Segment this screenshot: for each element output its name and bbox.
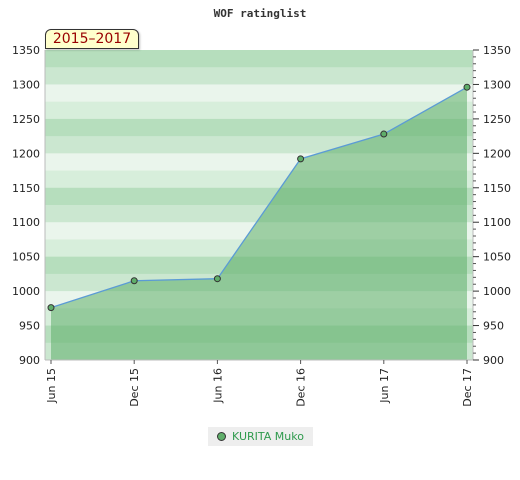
- period-badge: 2015–2017: [45, 29, 139, 49]
- y-tick-label-left: 1300: [12, 78, 40, 91]
- legend-label: KURITA Muko: [232, 430, 304, 443]
- y-tick-label-right: 1150: [483, 182, 511, 195]
- y-tick-label-left: 1150: [12, 182, 40, 195]
- x-tick-label: Jun 16: [211, 368, 224, 404]
- y-tick-label-left: 950: [19, 320, 40, 333]
- data-point: [463, 83, 471, 91]
- x-tick-label: Dec 17: [461, 368, 474, 407]
- y-tick-label-left: 900: [19, 354, 40, 367]
- legend-marker-icon: [217, 432, 227, 441]
- y-tick-label-right: 900: [483, 354, 504, 367]
- y-tick-label-left: 1000: [12, 285, 40, 298]
- y-tick-label-left: 1350: [12, 44, 40, 57]
- y-tick-label-left: 1200: [12, 147, 40, 160]
- background-band: [45, 101, 473, 120]
- y-tick-label-right: 1000: [483, 285, 511, 298]
- y-axis-right-ticks: 900 950 1000 1050 1100 1150 1200 1250 1300 1350: [473, 44, 511, 367]
- background-band: [45, 118, 473, 137]
- series-fill: [51, 87, 467, 360]
- y-tick-label-right: 1200: [483, 147, 511, 160]
- y-tick-label-right: 1350: [483, 44, 511, 57]
- y-tick-label-right: 1100: [483, 216, 511, 229]
- x-tick-label: Dec 16: [295, 368, 308, 407]
- axes: [44, 50, 474, 361]
- legend[interactable]: KURITA Muko: [208, 427, 313, 446]
- background-band: [45, 84, 473, 103]
- y-tick-label-right: 1050: [483, 251, 511, 264]
- data-point: [213, 275, 221, 283]
- y-tick-label-right: 950: [483, 320, 504, 333]
- data-point: [380, 130, 388, 138]
- y-tick-label-right: 1250: [483, 113, 511, 126]
- x-tick-label: Jun 15: [45, 368, 58, 404]
- y-tick-label-left: 1100: [12, 216, 40, 229]
- series-line: [50, 86, 468, 309]
- data-point: [47, 304, 55, 312]
- y-tick-label-left: 1050: [12, 251, 40, 264]
- chart-title: WOF ratinglist: [214, 7, 307, 20]
- data-point: [130, 277, 138, 285]
- series-area: [50, 86, 468, 360]
- x-tick-label: Dec 15: [128, 368, 141, 407]
- data-point: [297, 155, 305, 163]
- y-tick-label-right: 1300: [483, 78, 511, 91]
- series-points: [47, 83, 471, 312]
- y-axis-left-ticks: 900 950 1000 1050 1100 1150 1200 1250 1300 1350: [12, 44, 40, 367]
- x-tick-label: Jun 17: [378, 368, 391, 404]
- background-band: [45, 67, 473, 85]
- x-axis-ticks: Jun 15 Dec 15 Jun 16 Dec 16 Jun 17 Dec 17: [45, 360, 474, 407]
- background-band: [45, 50, 473, 68]
- y-tick-label-left: 1250: [12, 113, 40, 126]
